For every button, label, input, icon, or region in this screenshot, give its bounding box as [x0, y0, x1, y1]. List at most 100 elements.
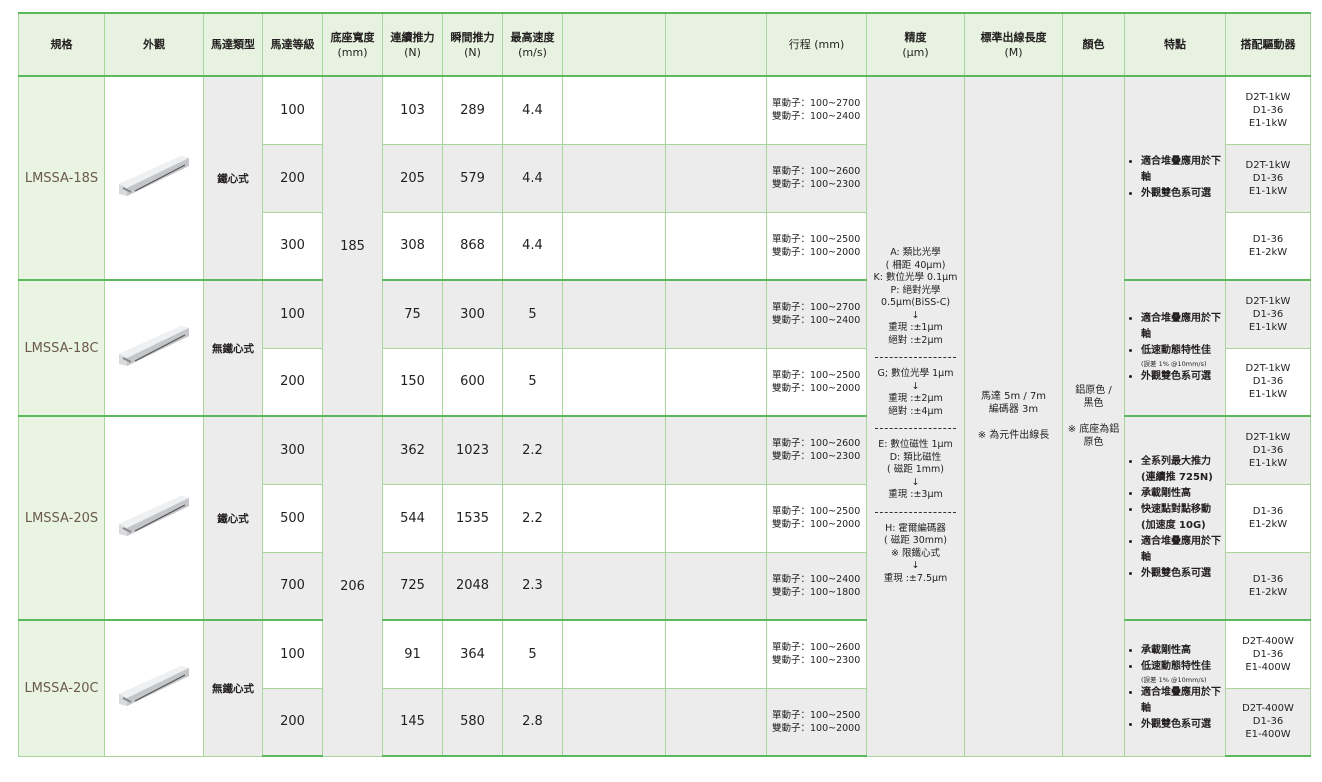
continuous-force: 362 — [382, 415, 443, 485]
feature-text: 快速點對點移動 — [1141, 504, 1211, 515]
drivers: D2T-1kW D1-36 E1-1kW — [1225, 75, 1311, 145]
blank-cell — [562, 483, 666, 553]
blank-cell — [665, 551, 767, 621]
feature-item: 外觀雙色系可選 — [1141, 369, 1223, 385]
stroke: 單動子：100~2500 雙動子：100~2000 — [766, 687, 867, 757]
peak-force: 300 — [442, 279, 503, 349]
header-peak-force: 瞬間推力 (N) — [442, 12, 503, 77]
product-image — [104, 75, 204, 281]
blank-cell — [665, 347, 767, 417]
precision-line: 絕對 :±4μm — [888, 405, 943, 417]
feature-item: 全系列最大推力 (連續推 725N) — [1141, 454, 1223, 486]
continuous-force: 205 — [382, 143, 443, 213]
driver-line: D1-36 — [1252, 308, 1284, 320]
motor-grade: 500 — [262, 483, 323, 553]
header-blank-1 — [562, 12, 666, 77]
stroke: 單動子：100~2500 雙動子：100~2000 — [766, 347, 867, 417]
stroke-line: 雙動子：100~2000 — [772, 722, 861, 734]
table-row: LMSSA-18S 鐵心式 100 185 103 289 4.4 單動子：100~2700 雙… — [18, 75, 1311, 757]
precision-line: 重現 :±1μm — [888, 322, 943, 334]
table-row: 500 544 1535 2.2 單動子：100~2500 雙動子：100~2000 D1-… — [19, 483, 1311, 553]
stroke: 單動子：100~2500 雙動子：100~2000 — [766, 211, 867, 281]
motor-grade: 200 — [262, 687, 323, 757]
blank-cell — [665, 483, 767, 553]
feature-item: 低速動態特性佳 (誤差 1% @10mm/s) — [1141, 343, 1223, 369]
max-speed: 5 — [502, 347, 563, 417]
feature-text: 外觀雙色系可選 — [1141, 371, 1211, 382]
precision: A: 類比光學( 柵距 40μm) K: 數位光學 0.1μm P: 絕對光學 0.5… — [866, 75, 965, 757]
peak-force: 2048 — [442, 551, 503, 621]
motor-type: 鐵心式 — [203, 75, 263, 281]
continuous-force: 725 — [382, 551, 443, 621]
driver-line: D2T-400W — [1242, 635, 1294, 647]
peak-force: 868 — [442, 211, 503, 281]
color-line: 原色 — [1083, 436, 1104, 448]
precision-line: ( 柵距 40μm) — [885, 259, 946, 271]
feature-item: 承載剛性高 — [1141, 486, 1223, 502]
feature-item: 低速動態特性佳 (誤差 1% @10mm/s) — [1141, 659, 1223, 685]
product-image — [104, 619, 204, 757]
blank-cell — [665, 415, 767, 485]
feature-item: 適合堆疊應用於下軸 — [1141, 534, 1223, 566]
motor-grade: 100 — [262, 619, 323, 689]
dashed-divider — [875, 428, 956, 430]
feature-text: 全系列最大推力 — [1141, 456, 1211, 467]
feature-item: 快速點對點移動 (加速度 10G) — [1141, 502, 1223, 534]
cable-line: 馬達 5m / 7m — [980, 391, 1047, 403]
feature-item: 適合堆疊應用於下軸 — [1141, 311, 1223, 343]
feature-note: (誤差 1% @10mm/s) — [1141, 360, 1207, 368]
max-speed: 2.8 — [502, 687, 563, 757]
driver-line: D1-36 — [1252, 648, 1284, 660]
blank-cell — [665, 143, 767, 213]
stroke: 單動子：100~2600 雙動子：100~2300 — [766, 143, 867, 213]
feature-text: 承載剛性高 — [1141, 645, 1191, 657]
blank-cell — [562, 687, 666, 757]
stroke-line: 單動子：100~2700 — [772, 98, 861, 110]
drivers: D1-36 E1-2kW — [1225, 211, 1311, 281]
continuous-force: 150 — [382, 347, 443, 417]
stroke: 單動子：100~2700 雙動子：100~2400 — [766, 279, 867, 349]
stroke-line: 單動子：100~2700 — [772, 302, 861, 314]
feature-text: 低速動態特性佳 — [1141, 661, 1211, 673]
table-row: 700 725 2048 2.3 單動子：100~2400 雙動子：100~1800 D1-… — [19, 551, 1311, 621]
feature-text: 承載剛性高 — [1141, 488, 1191, 499]
model-name: LMSSA-18S — [18, 75, 105, 281]
precision-line: 重現 :±7.5μm — [883, 572, 948, 584]
stroke-line: 雙動子：100~2300 — [772, 451, 861, 463]
drivers: D2T-1kW D1-36 E1-1kW — [1225, 279, 1311, 349]
product-image — [104, 415, 204, 621]
driver-line: E1-1kW — [1248, 389, 1288, 401]
drivers: D2T-1kW D1-36 E1-1kW — [1225, 347, 1311, 417]
header-cable: 標準出線長度 (M) — [964, 12, 1063, 77]
max-speed: 4.4 — [502, 75, 563, 145]
stroke-line: 雙動子：100~2400 — [772, 111, 861, 123]
precision-line: 重現 :±3μm — [888, 489, 943, 501]
stroke-line: 雙動子：100~2300 — [772, 655, 861, 667]
blank-cell — [562, 211, 666, 281]
peak-force: 1023 — [442, 415, 503, 485]
stroke-line: 雙動子：100~2400 — [772, 315, 861, 327]
driver-line: D1-36 — [1252, 104, 1284, 116]
motor-grade: 300 — [262, 415, 323, 485]
header-motor-grade: 馬達等級 — [262, 12, 323, 77]
stroke-line: 雙動子：100~1800 — [772, 586, 861, 598]
cable-length: 馬達 5m / 7m 編碼器 3m ※ 為元件出線長 — [964, 75, 1063, 757]
continuous-force: 145 — [382, 687, 443, 757]
continuous-force: 544 — [382, 483, 443, 553]
header-max-speed: 最高速度 (m/s) — [502, 12, 563, 77]
precision-line: 重現 :±2μm — [888, 393, 943, 405]
feature-list: 全系列最大推力 (連續推 725N) 承載剛性高快速點對點移動 (加速度 10G) 適合… — [1131, 454, 1223, 582]
linear-stage-image — [119, 496, 189, 536]
features: 適合堆疊應用於下軸低速動態特性佳 (誤差 1% @10mm/s) 外觀雙色系可選 — [1124, 279, 1226, 417]
blank-cell — [665, 619, 767, 689]
base-width: 206 — [322, 415, 383, 757]
blank-cell — [562, 551, 666, 621]
blank-cell — [665, 279, 767, 349]
driver-line: E1-2kW — [1248, 246, 1288, 258]
precision-line: H: 霍爾編碼器 — [885, 522, 946, 534]
driver-line: E1-2kW — [1248, 519, 1288, 530]
peak-force: 580 — [442, 687, 503, 757]
drivers: D2T-400W D1-36 E1-400W — [1225, 687, 1311, 757]
continuous-force: 308 — [382, 211, 443, 281]
drivers: D1-36 E1-2kW — [1225, 483, 1311, 553]
